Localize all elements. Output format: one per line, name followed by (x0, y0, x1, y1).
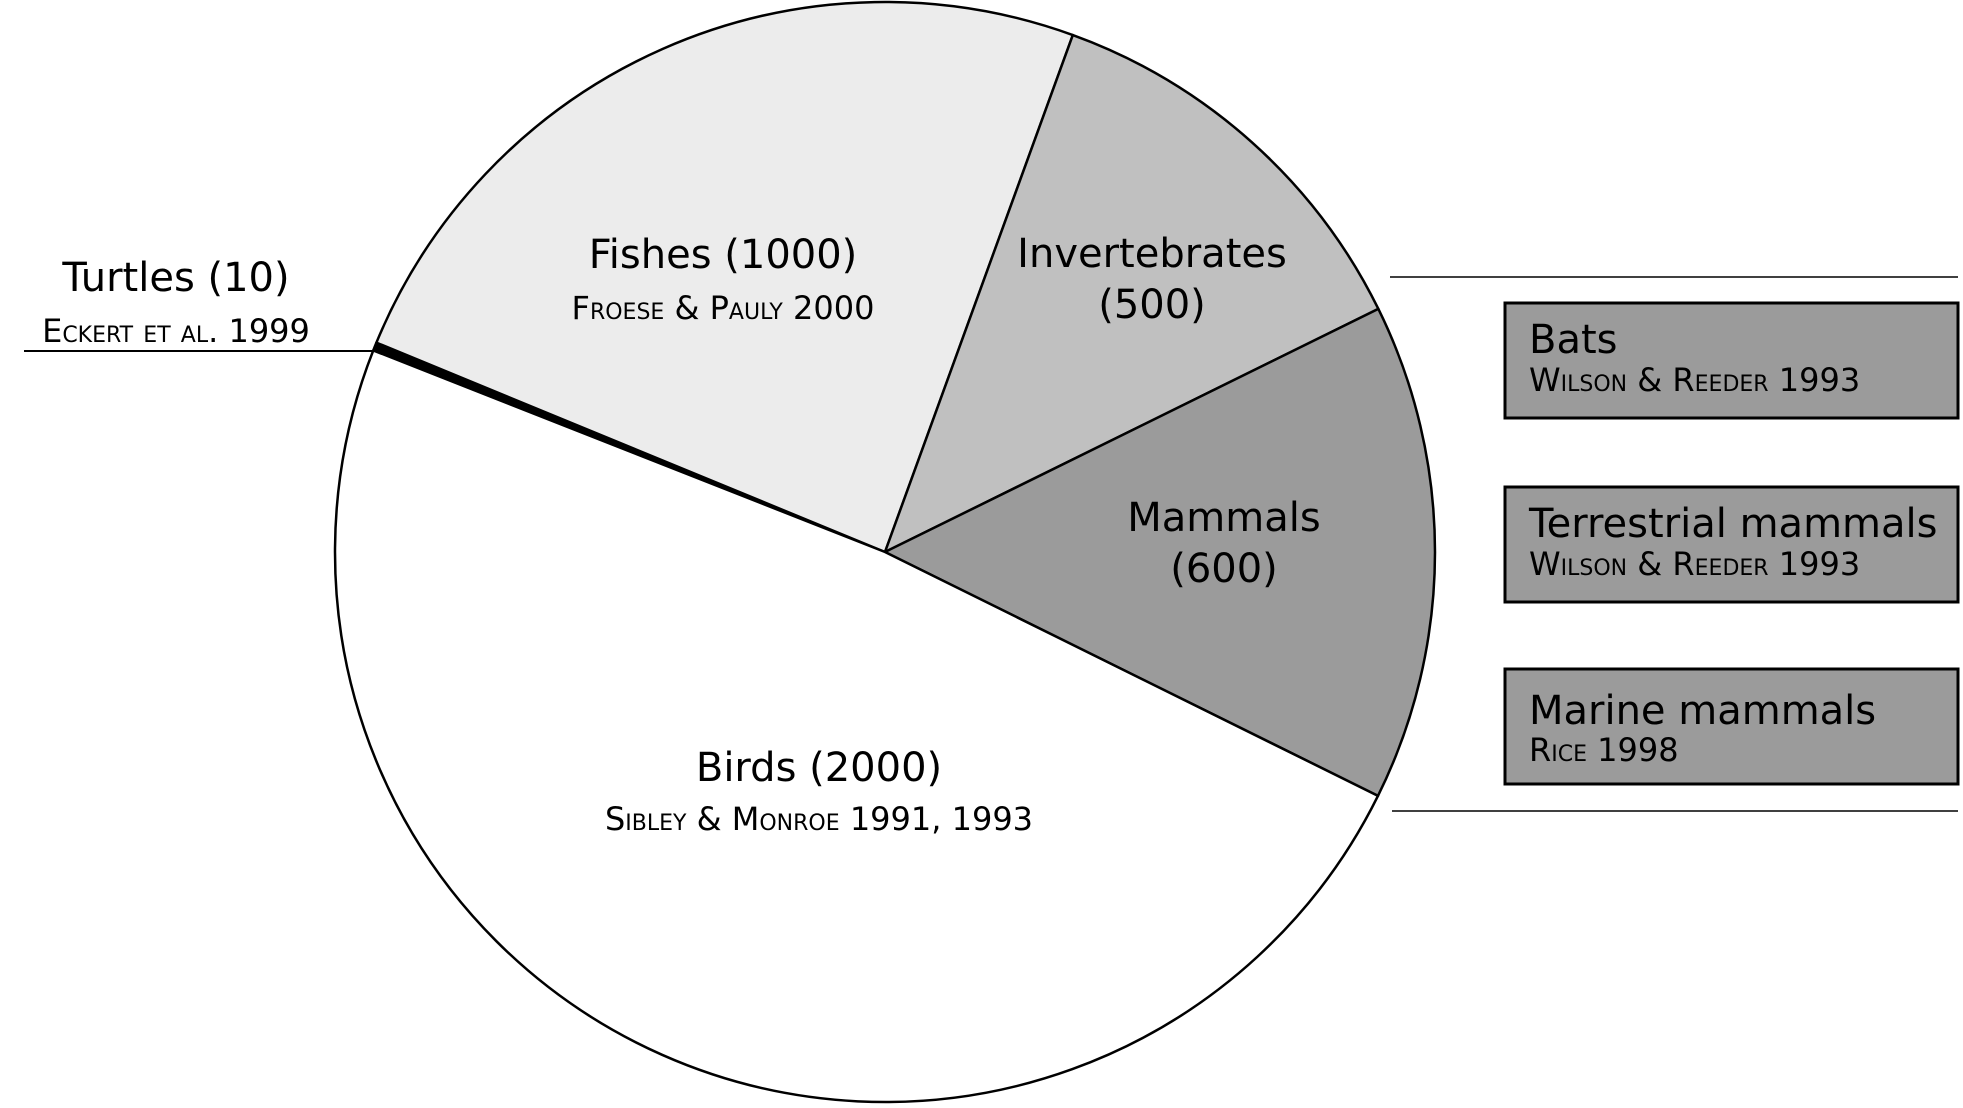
label-turtles: Turtles (10) (61, 255, 289, 301)
label-birds: Birds (2000) (696, 745, 942, 791)
label-invertebrates: Invertebrates (1017, 231, 1287, 277)
citation-fishes: Froese & Pauly 2000 (572, 289, 875, 327)
label-mammals-count: (600) (1170, 546, 1278, 592)
pie-slice-invertebrates (883, 33, 1380, 554)
citation-birds: Sibley & Monroe 1991, 1993 (605, 800, 1033, 838)
pie-slice-mammals (883, 307, 1437, 798)
box-terrestrial-mammals (1503, 485, 1960, 604)
box-terrestrial-mammals-citation: Wilson & Reeder 1993 (1529, 545, 1860, 583)
citation-turtles: Eckert et al. 1999 (42, 312, 310, 350)
pie-slices (333, 0, 1437, 1104)
pie-slice-fishes (375, 0, 1075, 554)
label-invertebrates-count: (500) (1098, 282, 1206, 328)
label-mammals: Mammals (1127, 495, 1320, 541)
box-marine-mammals-label: Marine mammals (1529, 688, 1876, 734)
box-bats (1503, 301, 1960, 420)
box-marine-mammals (1503, 667, 1960, 786)
pie-slice-birds (333, 349, 1380, 1104)
box-marine-mammals-citation: Rice 1998 (1529, 731, 1679, 769)
box-bats-label: Bats (1529, 317, 1617, 363)
box-terrestrial-mammals-label: Terrestrial mammals (1528, 501, 1937, 547)
box-bats-citation: Wilson & Reeder 1993 (1529, 361, 1860, 399)
label-fishes: Fishes (1000) (589, 232, 858, 278)
